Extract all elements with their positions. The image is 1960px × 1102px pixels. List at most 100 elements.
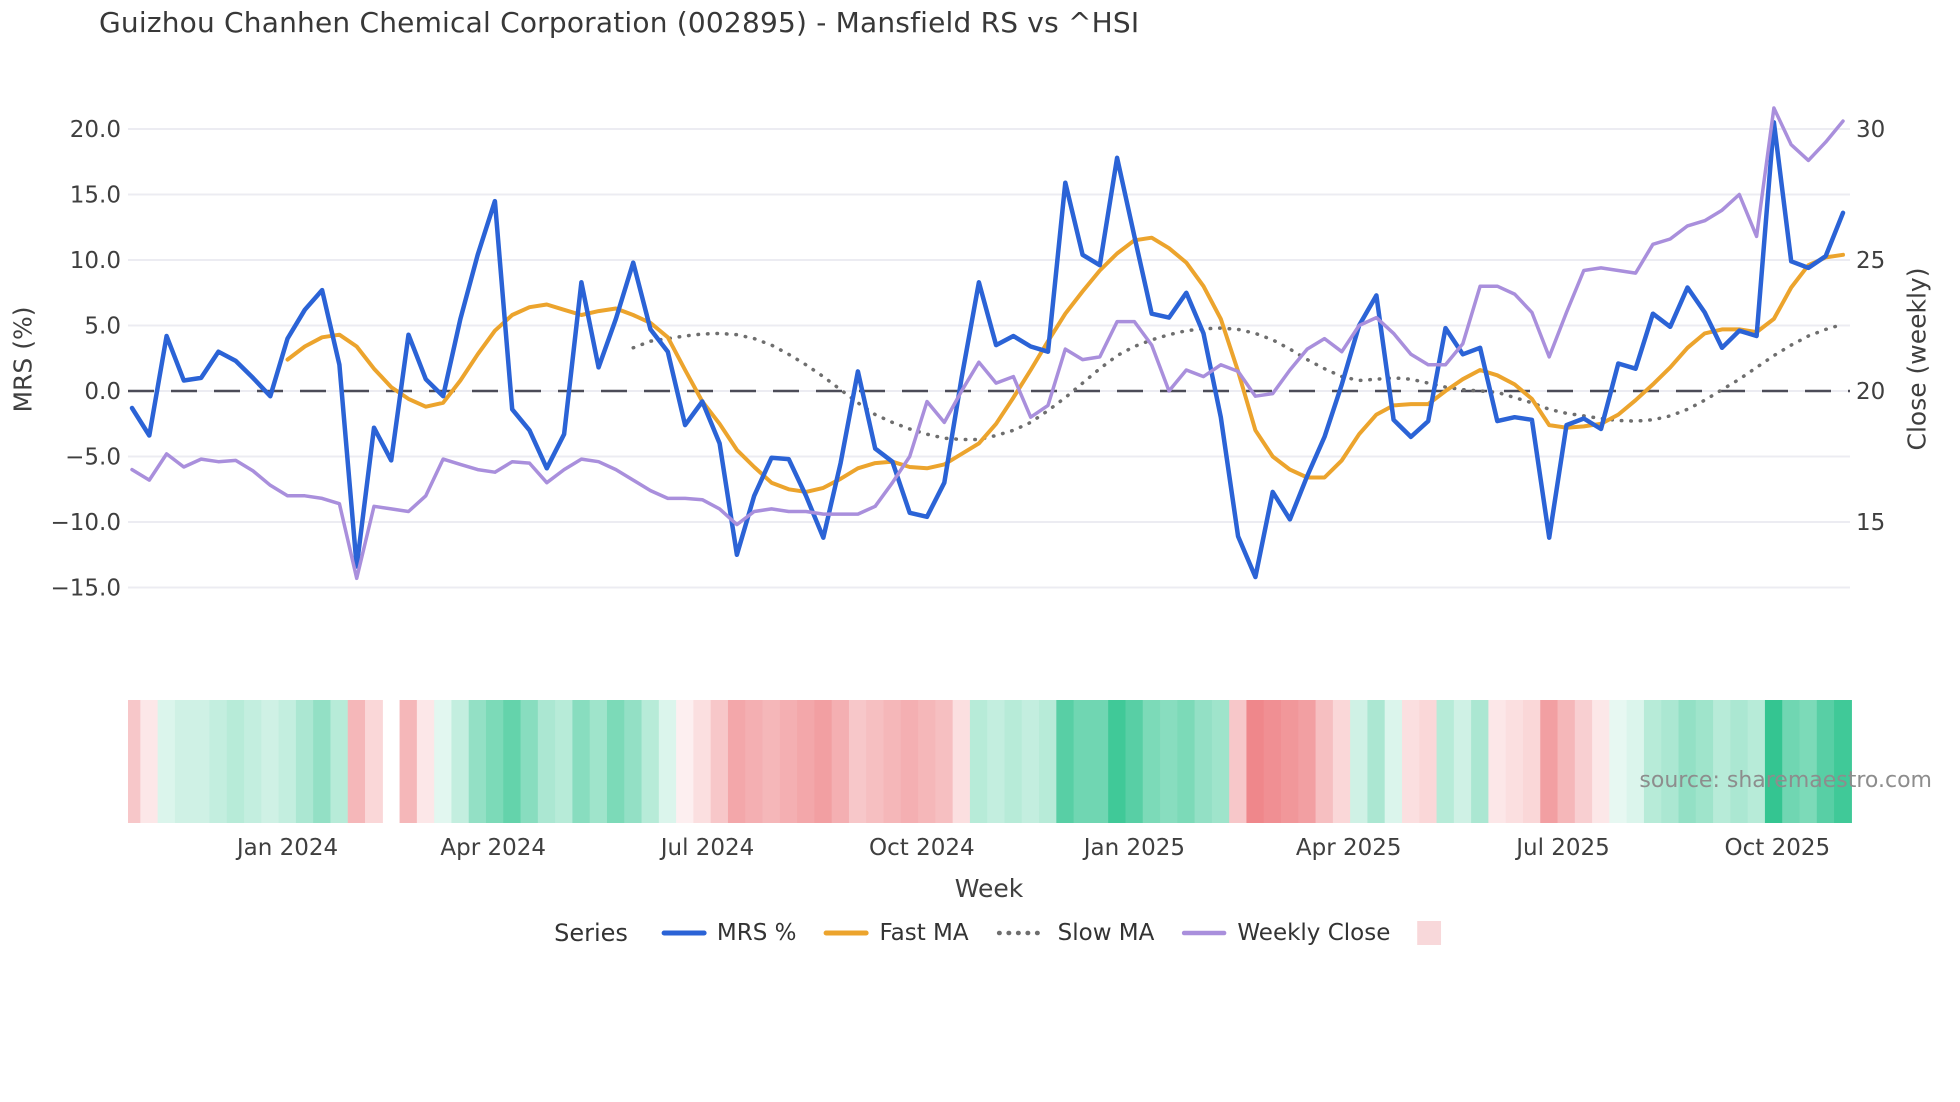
legend-item-heatmap-swatch <box>1417 921 1442 945</box>
right-axis-tick-label: 15 <box>1856 510 1885 536</box>
legend-label: Slow MA <box>1057 920 1155 946</box>
heatmap-cell <box>537 700 556 823</box>
heatmap-cell <box>295 700 314 823</box>
heatmap-cell <box>1246 700 1265 823</box>
x-axis-month-label: Jul 2025 <box>1514 835 1610 861</box>
x-axis-month-label: Oct 2024 <box>869 835 975 861</box>
series-line-mrs- <box>129 120 1846 580</box>
mrs-line-sample-icon <box>661 930 707 936</box>
heatmap-cell <box>1505 700 1524 823</box>
heatmap-cell <box>244 700 262 823</box>
fast-ma-line-sample-icon <box>824 930 870 936</box>
heatmap-cell <box>1125 700 1144 823</box>
heatmap-cell <box>1350 700 1369 823</box>
heatmap-cell <box>1419 700 1438 823</box>
chart-plot-area: 20.0 15.0 10.0 5.0 0.0 −5.0 −10.0 −15.0 30 25 20 15… <box>51 106 1885 861</box>
heatmap-cell <box>1194 700 1213 823</box>
heatmap-cell <box>606 700 625 823</box>
heatmap-cell <box>883 700 902 823</box>
left-axis-tick-label: 5.0 <box>84 314 121 340</box>
left-axis-title: MRS (%) <box>8 306 38 413</box>
heatmap-cell <box>313 700 332 823</box>
left-axis-tick-label: −5.0 <box>65 445 121 471</box>
series-line-fast-ma <box>285 235 1845 494</box>
heatmap-cell <box>1695 700 1714 823</box>
heatmap-cell <box>1021 700 1040 823</box>
heatmap-cell <box>209 700 228 823</box>
series-line-weekly-close <box>130 106 1845 581</box>
heatmap-cell <box>1574 700 1593 823</box>
heatmap-cell <box>347 700 366 823</box>
heatmap-cell <box>676 700 694 823</box>
heatmap-cell <box>128 700 141 823</box>
x-axis-month-label: Jan 2025 <box>1082 835 1185 861</box>
heatmap-cell <box>192 700 211 823</box>
heatmap-cell <box>140 700 159 823</box>
heatmap-cell <box>1661 700 1680 823</box>
heatmap-cell <box>1799 700 1818 823</box>
heatmap-cell <box>589 700 608 823</box>
heatmap-cell <box>1298 700 1317 823</box>
right-axis-title: Close (weekly) <box>1902 267 1932 451</box>
heatmap-cell <box>1747 700 1766 823</box>
right-axis-tick-label: 30 <box>1856 117 1885 143</box>
weekly-close-line-sample-icon <box>1182 930 1227 936</box>
heatmap-cell <box>1073 700 1092 823</box>
left-axis-tick-label: 15.0 <box>70 183 121 209</box>
heatmap-cell <box>1056 700 1075 823</box>
heatmap-cell <box>1816 700 1835 823</box>
heatmap-cell <box>330 700 349 823</box>
heatmap-cell <box>1522 700 1541 823</box>
heatmap-cell <box>1315 700 1334 823</box>
heatmap-cell <box>1332 700 1351 823</box>
heatmap-cell <box>468 700 487 823</box>
heatmap-cell <box>900 700 919 823</box>
x-axis-month-label: Apr 2025 <box>1296 835 1402 861</box>
legend-label: Weekly Close <box>1237 920 1391 946</box>
heatmap-cell <box>1453 700 1472 823</box>
series-line-slow-ma <box>631 322 1845 442</box>
slow-ma-dotted-sample-icon <box>996 930 1047 936</box>
heatmap-cell <box>1626 700 1645 823</box>
heatmap-cell <box>365 700 383 823</box>
left-axis-tick-label: 20.0 <box>70 117 121 143</box>
heatmap-cell <box>658 700 677 823</box>
heatmap-cell <box>1229 700 1248 823</box>
x-axis-month-label: Oct 2025 <box>1725 835 1831 861</box>
heatmap-cell <box>1730 700 1749 823</box>
heatmap-cell <box>1384 700 1403 823</box>
heatmap-cell <box>1436 700 1455 823</box>
heatmap-cell <box>1471 700 1490 823</box>
heatmap-cell <box>1367 700 1386 823</box>
heatmap-cell <box>848 700 867 823</box>
heatmap-cell <box>451 700 470 823</box>
heatmap-cell <box>831 700 850 823</box>
heatmap-cell <box>969 700 988 823</box>
legend-label: Fast MA <box>879 920 969 946</box>
legend-item-weekly-close: Weekly Close <box>1181 920 1390 946</box>
heatmap-cell <box>157 700 176 823</box>
left-axis-tick-label: −15.0 <box>51 576 121 602</box>
heatmap-cell <box>278 700 297 823</box>
legend-title: Series <box>554 919 628 947</box>
heatmap-cell <box>1609 700 1628 823</box>
heatmap-cell <box>174 700 193 823</box>
heatmap-cell <box>485 700 504 823</box>
heatmap-cell <box>1764 700 1783 823</box>
heatmap-cell <box>520 700 539 823</box>
heatmap-cell <box>226 700 245 823</box>
heatmap-cell <box>779 700 798 823</box>
heatmap-cell <box>745 700 764 823</box>
heatmap-cell <box>710 700 729 823</box>
heatmap-cell <box>1142 700 1161 823</box>
left-axis-tick-label: 10.0 <box>70 248 121 274</box>
legend-item-slow-ma: Slow MA <box>996 920 1155 946</box>
heatmap-cell <box>1090 700 1109 823</box>
heatmap-swatch-icon <box>1417 921 1442 945</box>
heatmap-cell <box>762 700 781 823</box>
heatmap-cell <box>261 700 280 823</box>
heatmap-cell <box>624 700 643 823</box>
heatmap-cell <box>727 700 746 823</box>
heatmap-cell <box>1281 700 1299 823</box>
